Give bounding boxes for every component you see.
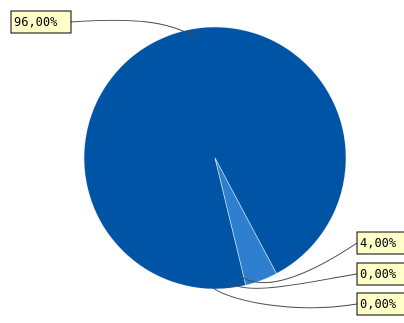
- data-label-2: 4,00%: [356, 231, 404, 255]
- data-label-text: 0,00%: [360, 267, 397, 281]
- data-label-text: 96,00%: [14, 15, 58, 29]
- pie-slice-2: [214, 157, 277, 286]
- data-label-box: [356, 262, 404, 286]
- leader-line-4: [212, 287, 358, 309]
- data-label-text: 0,00%: [360, 297, 397, 311]
- pie-slices: [83, 26, 347, 290]
- data-label-1: 96,00%: [10, 10, 72, 34]
- leader-line-1: [70, 19, 198, 39]
- leader-line-3: [227, 273, 358, 289]
- data-label-box: [356, 231, 404, 255]
- data-labels: 96,00% 4,00% 0,00% 0,00%: [10, 10, 404, 316]
- leader-lines: [70, 19, 358, 309]
- data-label-4: 0,00%: [356, 292, 404, 316]
- data-label-3: 0,00%: [356, 262, 404, 286]
- leader-line-2: [239, 242, 358, 284]
- data-label-text: 4,00%: [360, 236, 397, 250]
- data-label-box: [10, 10, 72, 34]
- data-label-box: [356, 292, 404, 316]
